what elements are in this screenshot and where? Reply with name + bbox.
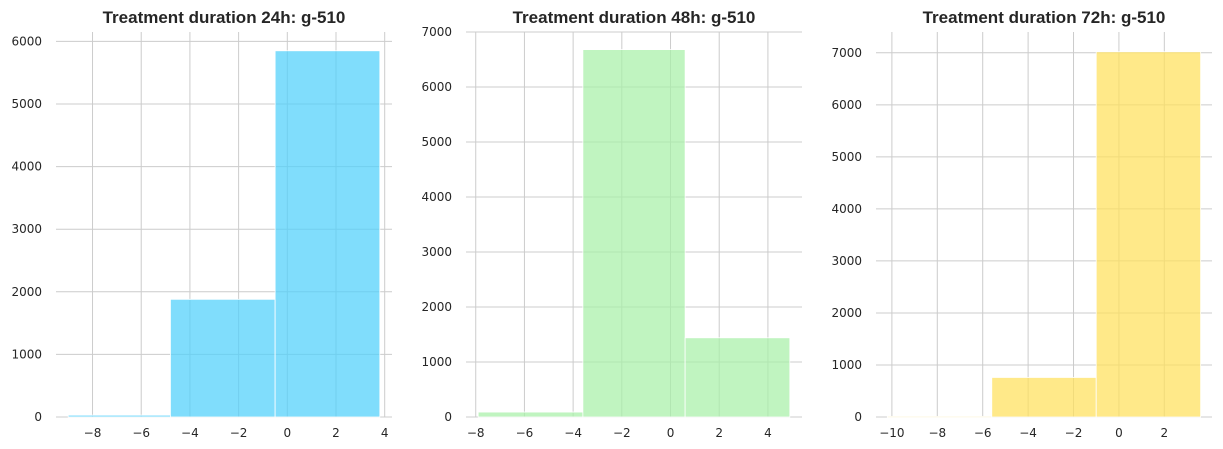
chart-title: Treatment duration 72h: g-510 bbox=[923, 8, 1166, 27]
y-tick-label: 1000 bbox=[421, 355, 452, 369]
x-tick-label: 2 bbox=[715, 426, 723, 440]
y-tick-label: 2000 bbox=[421, 300, 452, 314]
y-tick-label: 5000 bbox=[421, 135, 452, 149]
histogram-bar bbox=[274, 50, 381, 418]
x-tick-label: −8 bbox=[84, 426, 102, 440]
x-tick-label: 2 bbox=[332, 426, 340, 440]
x-tick-label: −4 bbox=[564, 426, 582, 440]
y-tick-label: 2000 bbox=[11, 285, 42, 299]
y-tick-label: 3000 bbox=[831, 254, 862, 268]
x-tick-label: −4 bbox=[1019, 426, 1037, 440]
y-tick-label: 4000 bbox=[11, 160, 42, 174]
x-tick-label: 4 bbox=[381, 426, 389, 440]
histogram-bar bbox=[67, 414, 171, 418]
y-tick-label: 5000 bbox=[11, 97, 42, 111]
x-tick-label: −4 bbox=[181, 426, 199, 440]
x-tick-label: 0 bbox=[283, 426, 291, 440]
chart-title: Treatment duration 48h: g-510 bbox=[513, 8, 756, 27]
x-tick-label: −10 bbox=[879, 426, 904, 440]
x-tick-label: −6 bbox=[974, 426, 992, 440]
y-tick-label: 7000 bbox=[831, 46, 862, 60]
chart-panel-2: 0 1000 2000 3000 4000 5000 6000 7000 −8 −6 −4 −2 0 2 4… bbox=[421, 8, 802, 440]
histogram-bar bbox=[170, 298, 276, 418]
y-tick-label: 2000 bbox=[831, 306, 862, 320]
histogram-bar bbox=[582, 49, 686, 418]
chart-panel-3: 0 1000 2000 3000 4000 5000 6000 7000 −10 −8 −6 −4 −2… bbox=[831, 8, 1212, 440]
x-tick-label: −6 bbox=[132, 426, 150, 440]
y-tick-label: 1000 bbox=[11, 347, 42, 361]
x-tick-label: −2 bbox=[613, 426, 631, 440]
y-tick-label: 0 bbox=[444, 410, 452, 424]
x-tick-label: −8 bbox=[928, 426, 946, 440]
y-tick-label: 6000 bbox=[11, 34, 42, 48]
histogram-bar bbox=[991, 377, 1097, 418]
chart-title: Treatment duration 24h: g-510 bbox=[103, 8, 346, 27]
x-tick-label: −6 bbox=[516, 426, 534, 440]
x-tick-label: 2 bbox=[1161, 426, 1169, 440]
histogram-bar bbox=[886, 416, 993, 418]
y-tick-label: 7000 bbox=[421, 25, 452, 39]
y-tick-label: 4000 bbox=[421, 190, 452, 204]
x-tick-label: 0 bbox=[1115, 426, 1123, 440]
histogram-bar bbox=[477, 411, 584, 418]
y-tick-label: 0 bbox=[34, 410, 42, 424]
histogram-bar bbox=[1095, 51, 1202, 418]
y-tick-label: 1000 bbox=[831, 358, 862, 372]
histogram-bar bbox=[684, 337, 791, 418]
y-tick-label: 3000 bbox=[11, 222, 42, 236]
x-tick-label: 0 bbox=[667, 426, 675, 440]
y-tick-label: 3000 bbox=[421, 245, 452, 259]
x-tick-label: −2 bbox=[1065, 426, 1083, 440]
x-tick-label: 4 bbox=[764, 426, 772, 440]
y-tick-label: 0 bbox=[854, 410, 862, 424]
y-tick-label: 6000 bbox=[831, 98, 862, 112]
chart-panel-1: 0 1000 2000 3000 4000 5000 6000 −8 −6 −4 −2 0 2 4 Trea… bbox=[11, 8, 392, 440]
y-tick-label: 5000 bbox=[831, 150, 862, 164]
x-tick-label: −2 bbox=[230, 426, 248, 440]
y-tick-label: 6000 bbox=[421, 80, 452, 94]
x-tick-label: −8 bbox=[467, 426, 485, 440]
y-tick-label: 4000 bbox=[831, 202, 862, 216]
